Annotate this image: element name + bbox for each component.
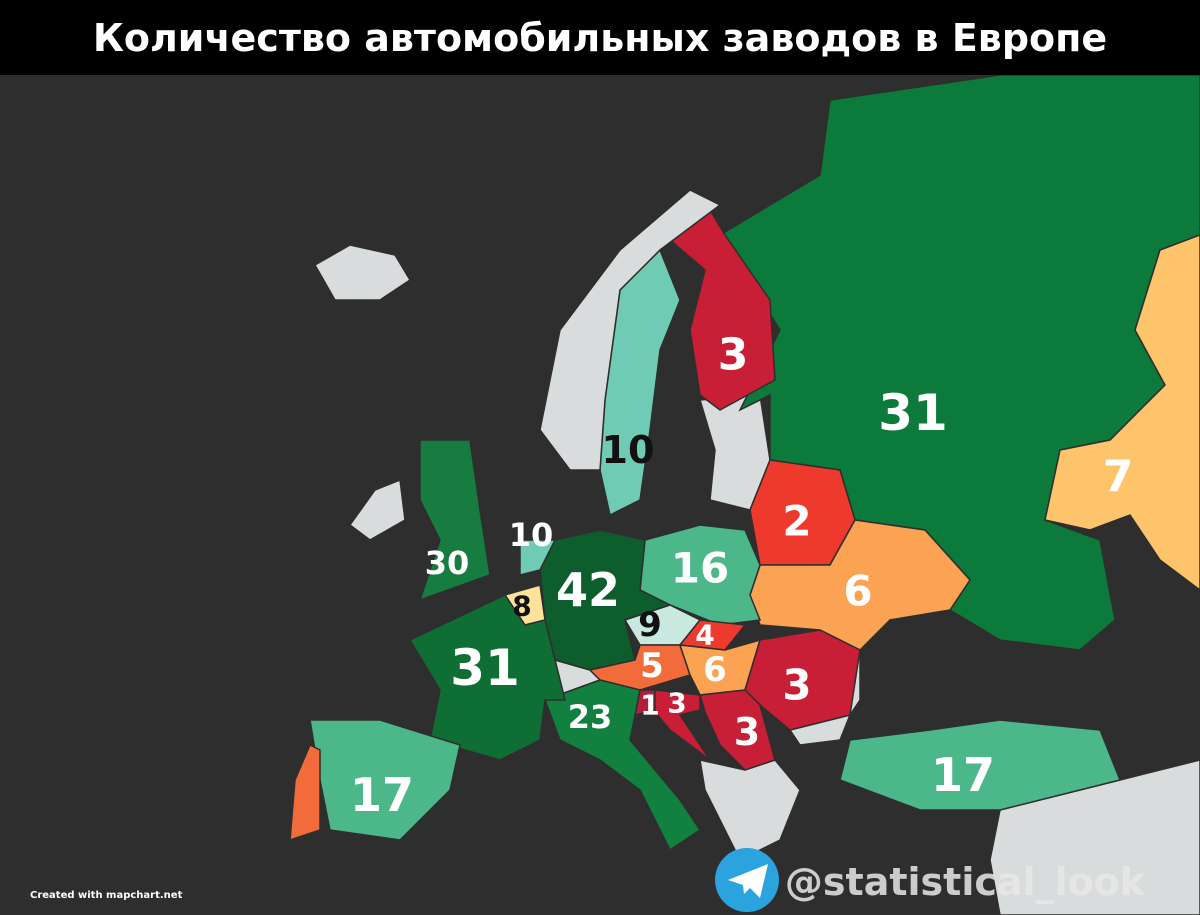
title: Количество автомобильных заводов в Европ… [93, 16, 1107, 60]
country [699, 689, 776, 771]
country-label: 9 [638, 605, 662, 645]
country-label: 6 [843, 567, 872, 616]
country [539, 189, 722, 471]
country [408, 594, 566, 761]
country-label: 3 [718, 330, 749, 381]
country-label: 16 [671, 544, 729, 593]
country-label: 31 [878, 384, 948, 442]
country-label: 17 [350, 768, 414, 822]
country [544, 679, 702, 852]
regions [289, 74, 1200, 852]
country [718, 74, 1200, 651]
country [309, 719, 461, 841]
country-label: 2 [782, 497, 811, 546]
country-label: 3 [667, 687, 686, 720]
country-label: 30 [425, 544, 470, 582]
country-label: 10 [602, 428, 655, 472]
title-bar [0, 0, 1200, 75]
country-label: 17 [931, 748, 995, 802]
country [668, 208, 776, 411]
country-label: 4 [695, 619, 714, 652]
country [839, 719, 1122, 811]
country-label: 42 [556, 563, 620, 617]
iceland [313, 244, 412, 301]
ireland [348, 478, 406, 541]
country-label: 8 [512, 590, 531, 623]
country-label: 3 [782, 661, 811, 710]
country-label: 7 [1103, 452, 1134, 503]
watermark: @statistical_look [785, 860, 1146, 904]
country-label: 6 [703, 650, 727, 690]
country [418, 439, 491, 602]
country [289, 743, 321, 842]
country-label: 10 [509, 516, 554, 554]
credit: Created with mapchart.net [30, 890, 183, 901]
telegram-plane [728, 864, 768, 898]
country-label: 3 [734, 710, 760, 754]
country-label: 5 [640, 646, 664, 686]
country-label: 31 [450, 639, 520, 697]
country-label: 1 [640, 689, 659, 722]
country-label: 23 [568, 698, 613, 736]
country [519, 539, 557, 576]
country [1044, 234, 1200, 591]
